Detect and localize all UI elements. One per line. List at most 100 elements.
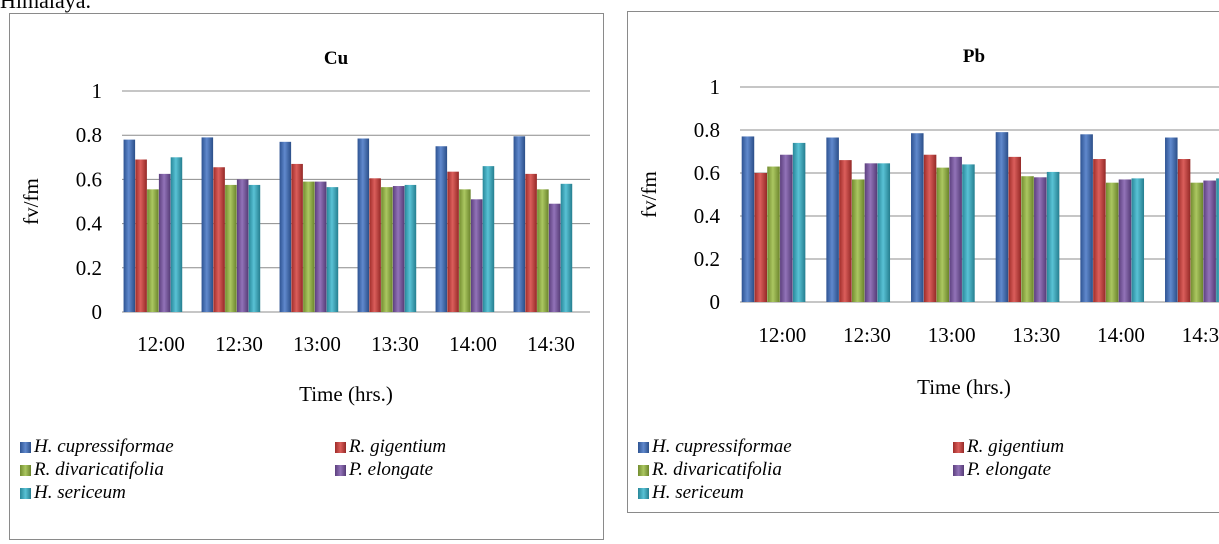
chart-cu-bar bbox=[435, 146, 448, 312]
chart-cu-bar bbox=[470, 199, 483, 312]
chart-pb-legend-item: R. divaricatifolia bbox=[638, 459, 782, 481]
chart-pb-legend-swatch bbox=[638, 465, 649, 476]
chart-pb-xtick-label: 12:00 bbox=[758, 323, 806, 347]
chart-cu-bar bbox=[279, 141, 292, 312]
chart-pb-bar bbox=[1021, 176, 1034, 302]
chart-cu-bar bbox=[236, 179, 249, 312]
chart-cu-panel: Cu 0 0.2 0.4 0.6 0.8 1 12:00 12:30 13:00 13:30 14:0… bbox=[9, 13, 604, 540]
chart-pb-title: Pb bbox=[963, 46, 985, 67]
chart-cu-bar bbox=[459, 189, 471, 312]
chart-cu-legend-label: H. sericeum bbox=[34, 482, 126, 503]
chart-cu-legend-swatch bbox=[20, 465, 31, 476]
chart-pb-ytick-label: 0.8 bbox=[694, 118, 720, 142]
chart-pb-xtick-label: 13:30 bbox=[1012, 323, 1060, 347]
chart-pb-legend-item: R. gigentium bbox=[953, 436, 1064, 458]
chart-cu-legend-label: H. cupressiformae bbox=[34, 436, 174, 457]
chart-pb-ytick-label: 0 bbox=[710, 290, 721, 314]
chart-cu-bar bbox=[248, 184, 261, 312]
chart-cu-bar bbox=[525, 173, 537, 312]
chart-cu-bar bbox=[123, 139, 136, 312]
chart-cu-title: Cu bbox=[324, 48, 349, 69]
chart-pb-ytick-label: 0.4 bbox=[694, 204, 721, 228]
chart-cu-bar bbox=[326, 187, 339, 312]
chart-cu-bar bbox=[314, 181, 327, 312]
chart-cu-legend-swatch bbox=[20, 488, 31, 499]
chart-cu-legend-item: R. gigentium bbox=[335, 436, 446, 458]
chart-cu-bar bbox=[225, 184, 237, 312]
chart-cu-legend-label: R. gigentium bbox=[349, 436, 447, 457]
chart-pb-bar bbox=[839, 160, 852, 302]
chart-cu-bar bbox=[513, 136, 526, 312]
chart-cu-ytick-label: 0 bbox=[92, 300, 103, 324]
chart-pb-bar bbox=[1203, 180, 1216, 302]
chart-pb-bar bbox=[962, 164, 975, 302]
chart-cu-bar bbox=[291, 163, 303, 312]
chart-cu-ytick-label: 0.6 bbox=[76, 167, 102, 191]
chart-cu-bar bbox=[392, 186, 405, 312]
chart-pb-xtick-label: 14:30 bbox=[1182, 323, 1219, 347]
chart-pb-bar bbox=[911, 133, 924, 302]
chart-pb-bar bbox=[767, 166, 780, 302]
chart-cu-legend-swatch bbox=[335, 465, 346, 476]
chart-cu-legend-item: R. divaricatifolia bbox=[20, 459, 164, 481]
chart-cu-legend-item: P. elongate bbox=[335, 459, 433, 481]
chart-pb-bar bbox=[1034, 177, 1047, 302]
chart-pb-ytick-label: 1 bbox=[710, 75, 721, 99]
chart-pb-bar bbox=[1105, 182, 1119, 302]
chart-pb-xlabel: Time (hrs.) bbox=[917, 375, 1011, 399]
chart-cu-xtick-label: 13:00 bbox=[293, 332, 341, 356]
chart-cu-ytick-label: 0.8 bbox=[76, 123, 102, 147]
chart-pb-legend-label: R. gigentium bbox=[967, 436, 1065, 457]
chart-pb-bar bbox=[741, 136, 755, 302]
chart-pb-legend-label: H. cupressiformae bbox=[652, 436, 792, 457]
chart-pb-legend-label: P. elongate bbox=[967, 459, 1052, 480]
chart-pb-bar bbox=[1046, 171, 1060, 302]
chart-cu-bar bbox=[381, 187, 393, 312]
chart-pb-ytick-label: 0.2 bbox=[694, 247, 720, 271]
chart-cu-xtick-label: 12:00 bbox=[137, 332, 185, 356]
chart-cu-bar bbox=[482, 166, 495, 312]
chart-cu-ytick-label: 0.2 bbox=[76, 256, 102, 280]
chart-pb-legend-swatch bbox=[953, 465, 964, 476]
chart-cu-ytick-label: 0.4 bbox=[76, 212, 103, 236]
chart-pb-bar bbox=[1093, 159, 1106, 302]
chart-pb-bar bbox=[864, 163, 878, 302]
chart-pb-legend-swatch bbox=[638, 488, 649, 499]
chart-cu-legend-swatch bbox=[20, 442, 31, 453]
chart-pb-panel: Pb 0 0.2 0.4 0.6 0.8 1 12:00 12:30 13:00 13:30 14:0… bbox=[627, 11, 1219, 513]
chart-pb-xtick-label: 14:00 bbox=[1097, 323, 1145, 347]
chart-cu-legend-item: H. cupressiformae bbox=[20, 436, 174, 458]
chart-cu-bar bbox=[357, 138, 370, 312]
chart-pb-xtick-label: 12:30 bbox=[843, 323, 891, 347]
chart-pb-bar bbox=[1118, 179, 1132, 302]
chart-cu-bar bbox=[147, 189, 159, 312]
chart-cu-legend-swatch bbox=[335, 442, 346, 453]
chart-pb-bar bbox=[780, 154, 793, 302]
chart-pb-legend-swatch bbox=[638, 442, 649, 453]
chart-cu-xlabel: Time (hrs.) bbox=[299, 382, 393, 406]
chart-cu-bar bbox=[135, 159, 147, 312]
chart-cu-legend-item: H. sericeum bbox=[20, 482, 126, 504]
chart-cu-legend-label: P. elongate bbox=[349, 459, 434, 480]
chart-cu-xtick-label: 14:30 bbox=[527, 332, 575, 356]
chart-cu-xtick-label: 13:30 bbox=[371, 332, 419, 356]
chart-pb-bar bbox=[1080, 134, 1093, 302]
chart-cu-bar bbox=[369, 178, 381, 312]
chart-cu-ytick-label: 1 bbox=[92, 79, 103, 103]
chart-cu-bar bbox=[201, 137, 214, 312]
chart-pb-bar bbox=[936, 167, 950, 302]
caption-fragment: Himalaya. bbox=[0, 0, 92, 13]
chart-cu-bar bbox=[447, 171, 459, 312]
chart-pb-bar bbox=[995, 132, 1009, 302]
chart-pb-legend-swatch bbox=[953, 442, 964, 453]
chart-cu-xtick-label: 14:00 bbox=[449, 332, 497, 356]
chart-pb-xtick-label: 13:00 bbox=[928, 323, 976, 347]
chart-pb-legend-label: R. divaricatifolia bbox=[652, 459, 782, 480]
chart-cu-legend-label: R. divaricatifolia bbox=[34, 459, 164, 480]
chart-cu-bar bbox=[170, 157, 183, 312]
chart-pb-bar bbox=[877, 163, 891, 302]
chart-pb-bar bbox=[792, 142, 806, 302]
chart-pb-bar bbox=[1008, 156, 1022, 302]
chart-cu-bar bbox=[213, 167, 225, 312]
chart-pb-bar bbox=[851, 179, 865, 302]
